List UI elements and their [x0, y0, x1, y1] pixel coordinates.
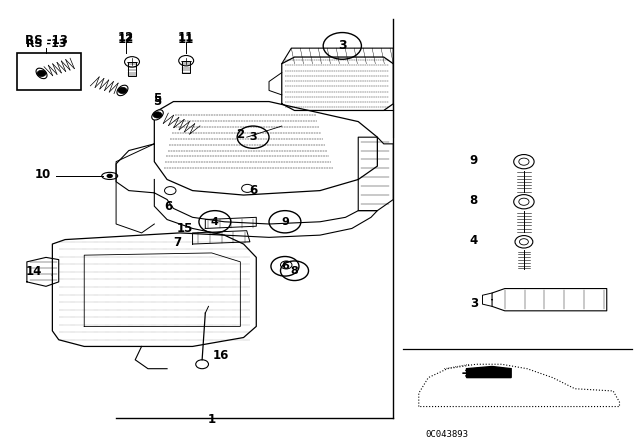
Text: 6: 6 [281, 261, 289, 271]
Text: 6: 6 [249, 184, 257, 197]
Text: 12: 12 [118, 30, 134, 43]
Text: 12: 12 [118, 33, 134, 46]
Text: 9: 9 [281, 217, 289, 227]
Text: 11: 11 [178, 30, 195, 43]
Text: 3: 3 [470, 297, 478, 310]
Bar [128, 62, 136, 76]
Text: 5: 5 [154, 95, 162, 108]
Text: 7: 7 [173, 236, 182, 249]
Text: RS -13: RS -13 [26, 39, 66, 49]
Ellipse shape [36, 68, 47, 79]
Bar [182, 60, 190, 73]
Circle shape [106, 174, 113, 178]
Circle shape [118, 87, 127, 94]
Text: 1: 1 [207, 413, 216, 426]
Text: 3: 3 [249, 132, 257, 142]
Text: RS -13: RS -13 [24, 34, 67, 47]
Text: 11: 11 [178, 33, 195, 46]
Text: 2: 2 [236, 129, 244, 142]
Text: 5: 5 [154, 92, 162, 105]
Ellipse shape [117, 85, 128, 96]
Polygon shape [467, 366, 511, 378]
Ellipse shape [152, 110, 163, 120]
Circle shape [153, 112, 162, 118]
Text: 9: 9 [470, 154, 478, 167]
Text: 4: 4 [211, 217, 219, 227]
Circle shape [37, 70, 46, 77]
Text: 15: 15 [177, 222, 193, 235]
Text: 8: 8 [470, 194, 478, 207]
Text: 3: 3 [338, 39, 347, 52]
Text: 14: 14 [26, 265, 42, 278]
Text: 16: 16 [213, 349, 229, 362]
Text: 6: 6 [164, 200, 172, 213]
Text: 8: 8 [291, 266, 298, 276]
Text: 10: 10 [35, 168, 51, 181]
Text: 4: 4 [470, 234, 478, 247]
Text: 0C043893: 0C043893 [425, 430, 468, 439]
Bar [17, 52, 81, 90]
